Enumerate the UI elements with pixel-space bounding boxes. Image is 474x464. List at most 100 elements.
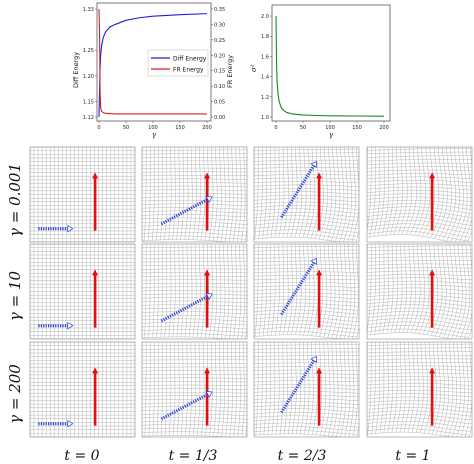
grid-line bbox=[367, 223, 472, 234]
source-arrow-head bbox=[67, 321, 74, 330]
source-arrow bbox=[280, 359, 316, 414]
grid-line bbox=[451, 244, 463, 339]
grid-line bbox=[328, 342, 335, 436]
grid-line bbox=[464, 342, 472, 437]
grid-line bbox=[367, 325, 471, 334]
grid-mesh bbox=[254, 147, 359, 242]
sigma-xlabel: γ bbox=[329, 131, 334, 139]
grid-line bbox=[142, 427, 247, 431]
grid-line bbox=[142, 420, 247, 423]
grid-line bbox=[440, 342, 449, 436]
grid-line bbox=[348, 342, 355, 437]
grid-line bbox=[422, 147, 435, 237]
row-label-gamma-10: γ = 10 bbox=[6, 270, 24, 321]
grid-border bbox=[366, 243, 473, 340]
grid-line bbox=[367, 314, 472, 323]
source-arrow bbox=[280, 261, 316, 316]
grid-line bbox=[254, 398, 359, 401]
grid-border bbox=[253, 243, 360, 340]
legend-box bbox=[147, 49, 209, 77]
grid-line bbox=[254, 422, 359, 428]
grid-line bbox=[335, 147, 345, 242]
source-arrow-head bbox=[67, 419, 74, 428]
grid-line bbox=[432, 342, 441, 435]
energy-x-tick-label: 150 bbox=[175, 125, 185, 131]
grid-line bbox=[367, 193, 472, 198]
grid-line bbox=[340, 342, 347, 437]
grid-line bbox=[367, 234, 452, 242]
energy-left-tick-label: 1.12 bbox=[83, 115, 94, 121]
grid-line bbox=[348, 244, 355, 339]
grid-line bbox=[460, 342, 469, 437]
energy-xlabel: γ bbox=[152, 131, 157, 139]
grid-line bbox=[419, 342, 428, 433]
grid-line bbox=[344, 342, 351, 437]
energy-x-tick-label: 100 bbox=[148, 125, 158, 131]
deformation-grid-panels bbox=[29, 145, 474, 438]
grid-line bbox=[367, 407, 472, 413]
grid-panel-r1-c3 bbox=[366, 243, 473, 340]
grid-line bbox=[254, 426, 359, 431]
grid-line bbox=[254, 147, 255, 183]
energy-left-ticks: 1.33 1.25 1.20 1.15 1.12 bbox=[83, 7, 97, 121]
grid-line bbox=[335, 244, 344, 339]
grid-line bbox=[367, 421, 472, 428]
energy-left-tick-label: 1.20 bbox=[83, 74, 94, 80]
grid-line bbox=[142, 322, 247, 326]
grid-line bbox=[217, 342, 221, 437]
grid-line bbox=[319, 244, 328, 337]
grid-line bbox=[367, 287, 472, 292]
grid-line bbox=[368, 145, 474, 147]
grid-line bbox=[142, 203, 247, 206]
grid-line bbox=[229, 342, 233, 437]
grid-line bbox=[455, 244, 467, 339]
sigma-x-tick-label: 50 bbox=[300, 125, 306, 131]
energy-plot: 1.33 1.25 1.20 1.15 1.12 0.35 0.30 0.25 0.20 0.1… bbox=[72, 2, 234, 139]
grid-line bbox=[142, 325, 247, 329]
grid-line bbox=[142, 192, 247, 195]
grid-line bbox=[367, 294, 472, 299]
grid-line bbox=[241, 244, 245, 339]
grid-line bbox=[142, 333, 247, 337]
grid-panel-r2-c1 bbox=[141, 341, 248, 438]
grid-line bbox=[442, 147, 456, 241]
grid-line bbox=[351, 147, 359, 242]
sigma-x-ticks: 0 50 100 150 200 bbox=[274, 121, 389, 131]
grid-mesh bbox=[367, 342, 472, 437]
grid-line bbox=[196, 147, 201, 240]
grid-line bbox=[443, 244, 455, 338]
grid-line bbox=[142, 315, 247, 318]
grid-mesh bbox=[30, 244, 135, 339]
grid-panel-r0-c0 bbox=[29, 146, 136, 243]
energy-right-tick-label: 0.25 bbox=[214, 38, 225, 44]
grid-line bbox=[447, 244, 459, 339]
col-label-t0: t = 0 bbox=[64, 448, 99, 464]
grid-line bbox=[331, 147, 341, 241]
sigma-x-tick-label: 100 bbox=[325, 125, 335, 131]
grid-border bbox=[29, 146, 136, 243]
grid-line bbox=[324, 342, 331, 436]
grid-line bbox=[367, 200, 472, 206]
grid-line bbox=[254, 233, 357, 241]
grid-line bbox=[142, 300, 247, 303]
grid-line bbox=[439, 244, 451, 337]
sigma-y-tick-label: 2.0 bbox=[261, 14, 269, 20]
grid-line bbox=[254, 415, 359, 420]
grid-line bbox=[254, 401, 359, 405]
grid-line bbox=[347, 147, 356, 242]
energy-left-tick-label: 1.15 bbox=[83, 100, 94, 106]
grid-line bbox=[367, 342, 368, 378]
col-label-t2-3: t = 2/3 bbox=[278, 448, 327, 464]
grid-line bbox=[339, 147, 348, 242]
grid-line bbox=[254, 412, 359, 416]
energy-x-ticks: 0 50 100 150 200 bbox=[97, 121, 212, 131]
grid-line bbox=[254, 405, 359, 409]
grid-line bbox=[367, 291, 472, 296]
energy-left-tick-label: 1.25 bbox=[83, 48, 94, 54]
grid-line bbox=[241, 147, 246, 242]
grid-line bbox=[213, 342, 217, 437]
grid-line bbox=[142, 224, 247, 229]
grid-line bbox=[367, 428, 470, 436]
grid-line bbox=[367, 403, 472, 409]
